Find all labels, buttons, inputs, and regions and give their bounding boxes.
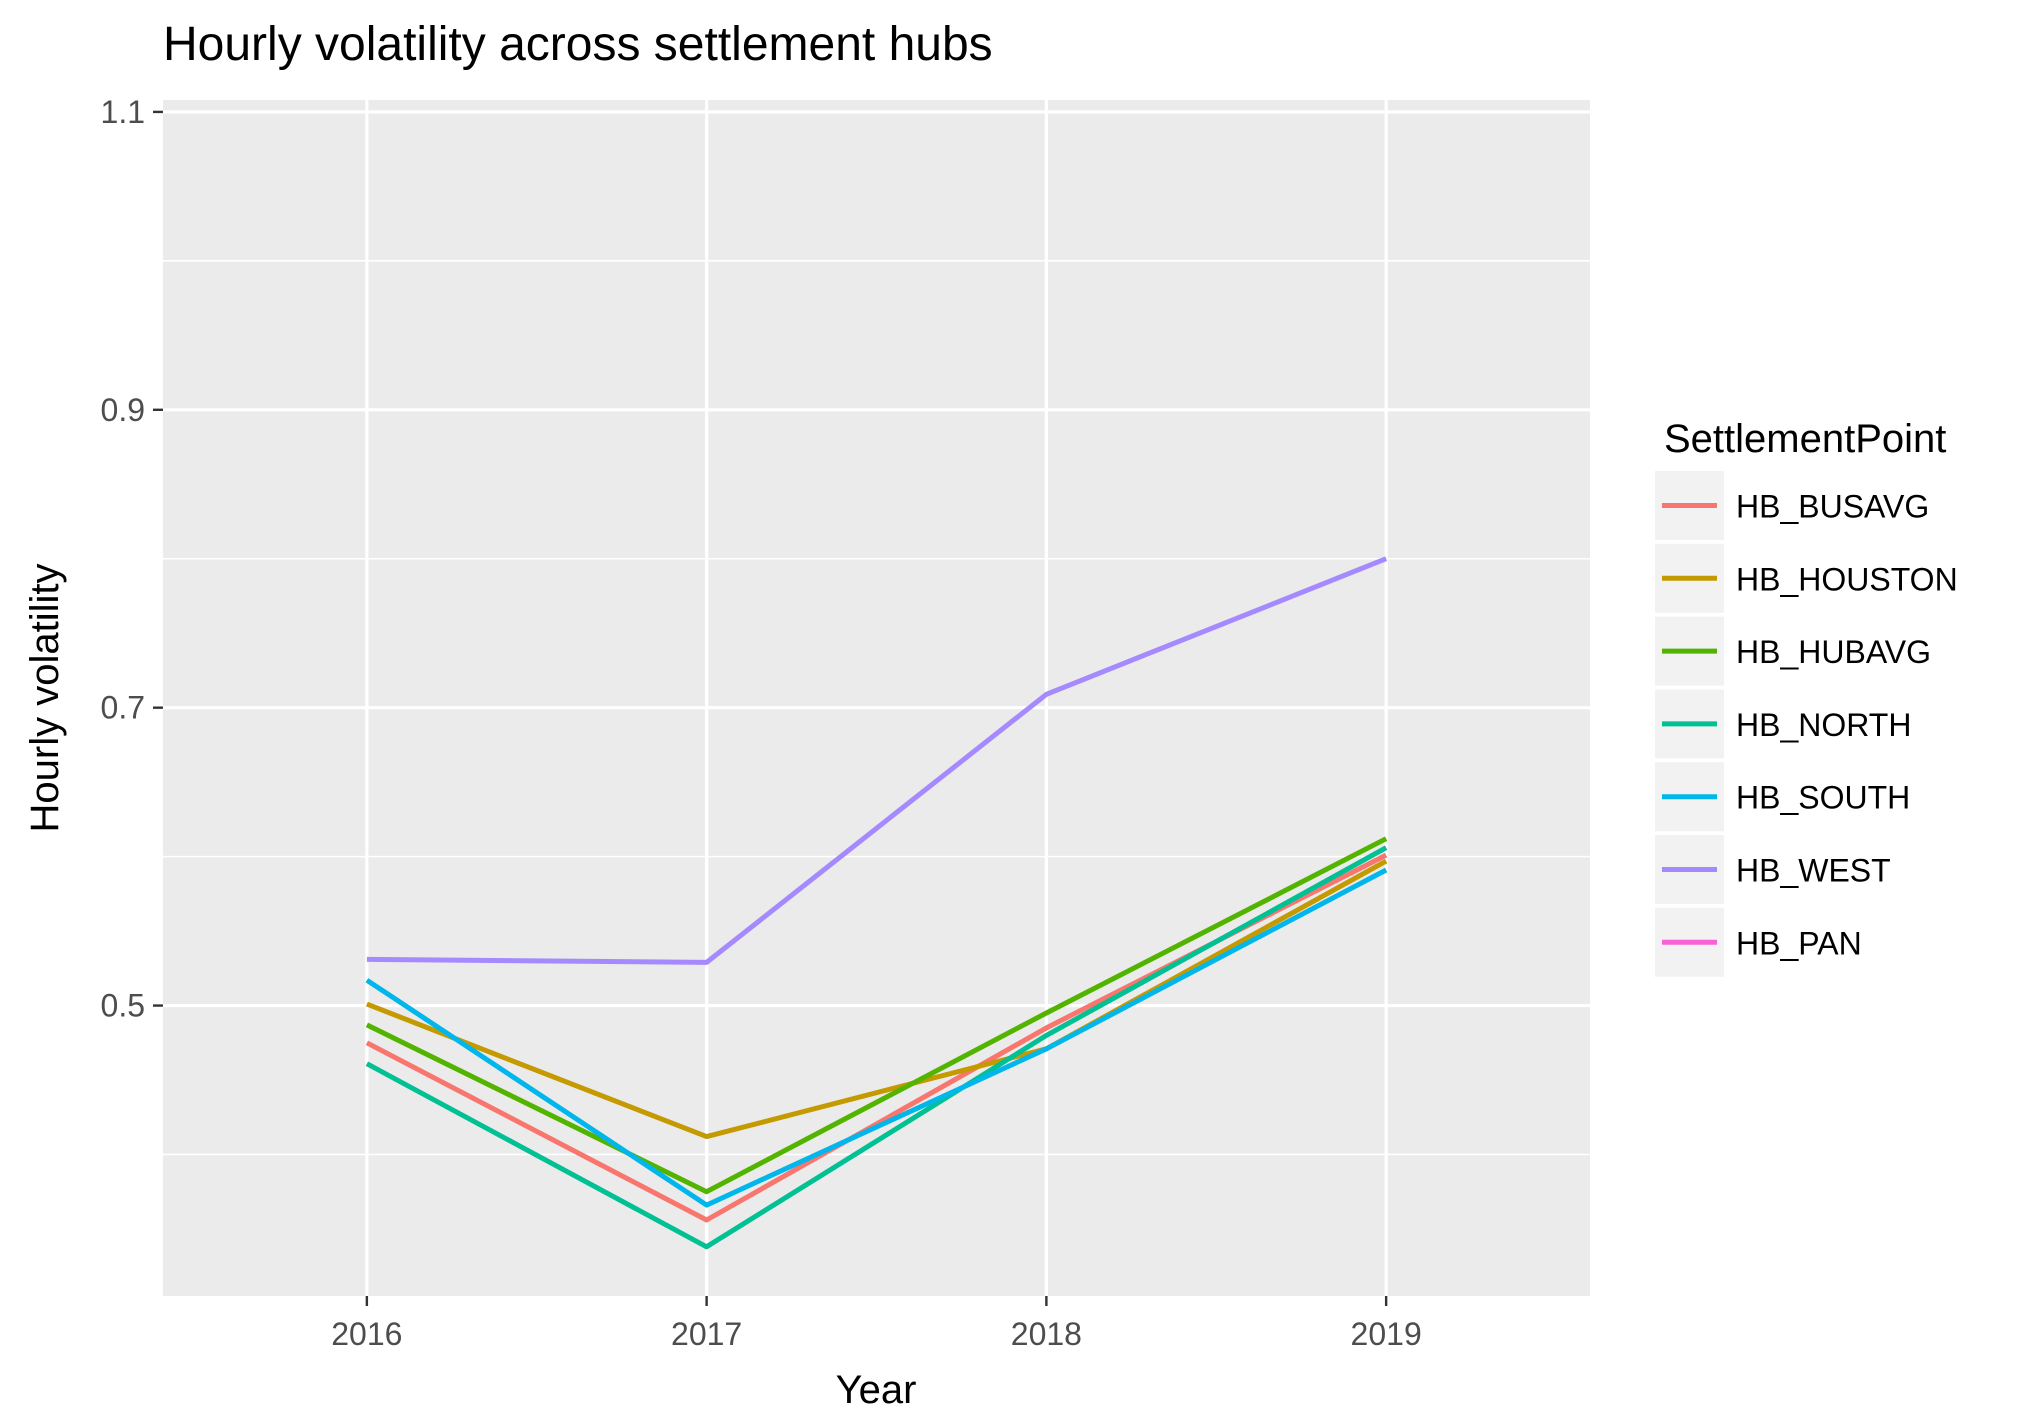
legend-label: HB_NORTH [1736,707,1911,743]
legend-label: HB_HOUSTON [1736,561,1958,597]
y-tick-label: 1.1 [101,94,145,130]
legend-item-hb-busavg: HB_BUSAVG [1655,471,1929,540]
series-line-hb-hubavg [365,836,1388,1195]
series-lines [365,556,1388,1250]
legend-item-hb-north: HB_NORTH [1655,689,1911,759]
series-line-hb-south [365,867,1388,1208]
y-axis: 0.5 0.7 0.9 1.1 [101,94,163,1024]
y-tick-label: 0.5 [101,988,145,1024]
x-tick-label: 2016 [331,1316,402,1352]
legend-item-hb-hubavg: HB_HUBAVG [1655,616,1931,686]
x-axis-title: Year [836,1368,917,1409]
legend-item-hb-houston: HB_HOUSTON [1655,543,1958,613]
x-tick-label: 2018 [1011,1316,1082,1352]
legend: SettlementPoint HB_BUSAVG HB_HOUSTON HB_HU… [1655,417,1958,977]
legend-label: HB_SOUTH [1736,780,1910,816]
legend-label: HB_HUBAVG [1736,634,1931,670]
y-tick-label: 0.7 [101,690,145,726]
x-axis: 2016 2017 2018 2019 [331,1296,1422,1352]
legend-items: HB_BUSAVG HB_HOUSTON HB_HUBAVG HB_NORTH HB_S… [1655,471,1958,977]
series-line-hb-west [366,556,1388,965]
legend-label: HB_PAN [1736,925,1862,961]
x-tick-label: 2017 [671,1316,742,1352]
x-tick-label: 2019 [1351,1316,1422,1352]
legend-label: HB_BUSAVG [1736,489,1929,525]
chart-title: Hourly volatility across settlement hubs [163,18,993,71]
legend-item-hb-south: HB_SOUTH [1655,762,1910,832]
legend-label: HB_WEST [1736,853,1891,889]
legend-title: SettlementPoint [1664,417,1946,461]
legend-item-hb-west: HB_WEST [1655,835,1891,904]
series-line-hb-north [365,845,1388,1250]
y-tick-label: 0.9 [101,392,145,428]
plot-panel [163,100,1590,1296]
series-line-hb-houston [365,858,1388,1140]
legend-item-hb-pan: HB_PAN [1655,907,1862,977]
y-axis-title: Hourly volatility [23,564,67,833]
